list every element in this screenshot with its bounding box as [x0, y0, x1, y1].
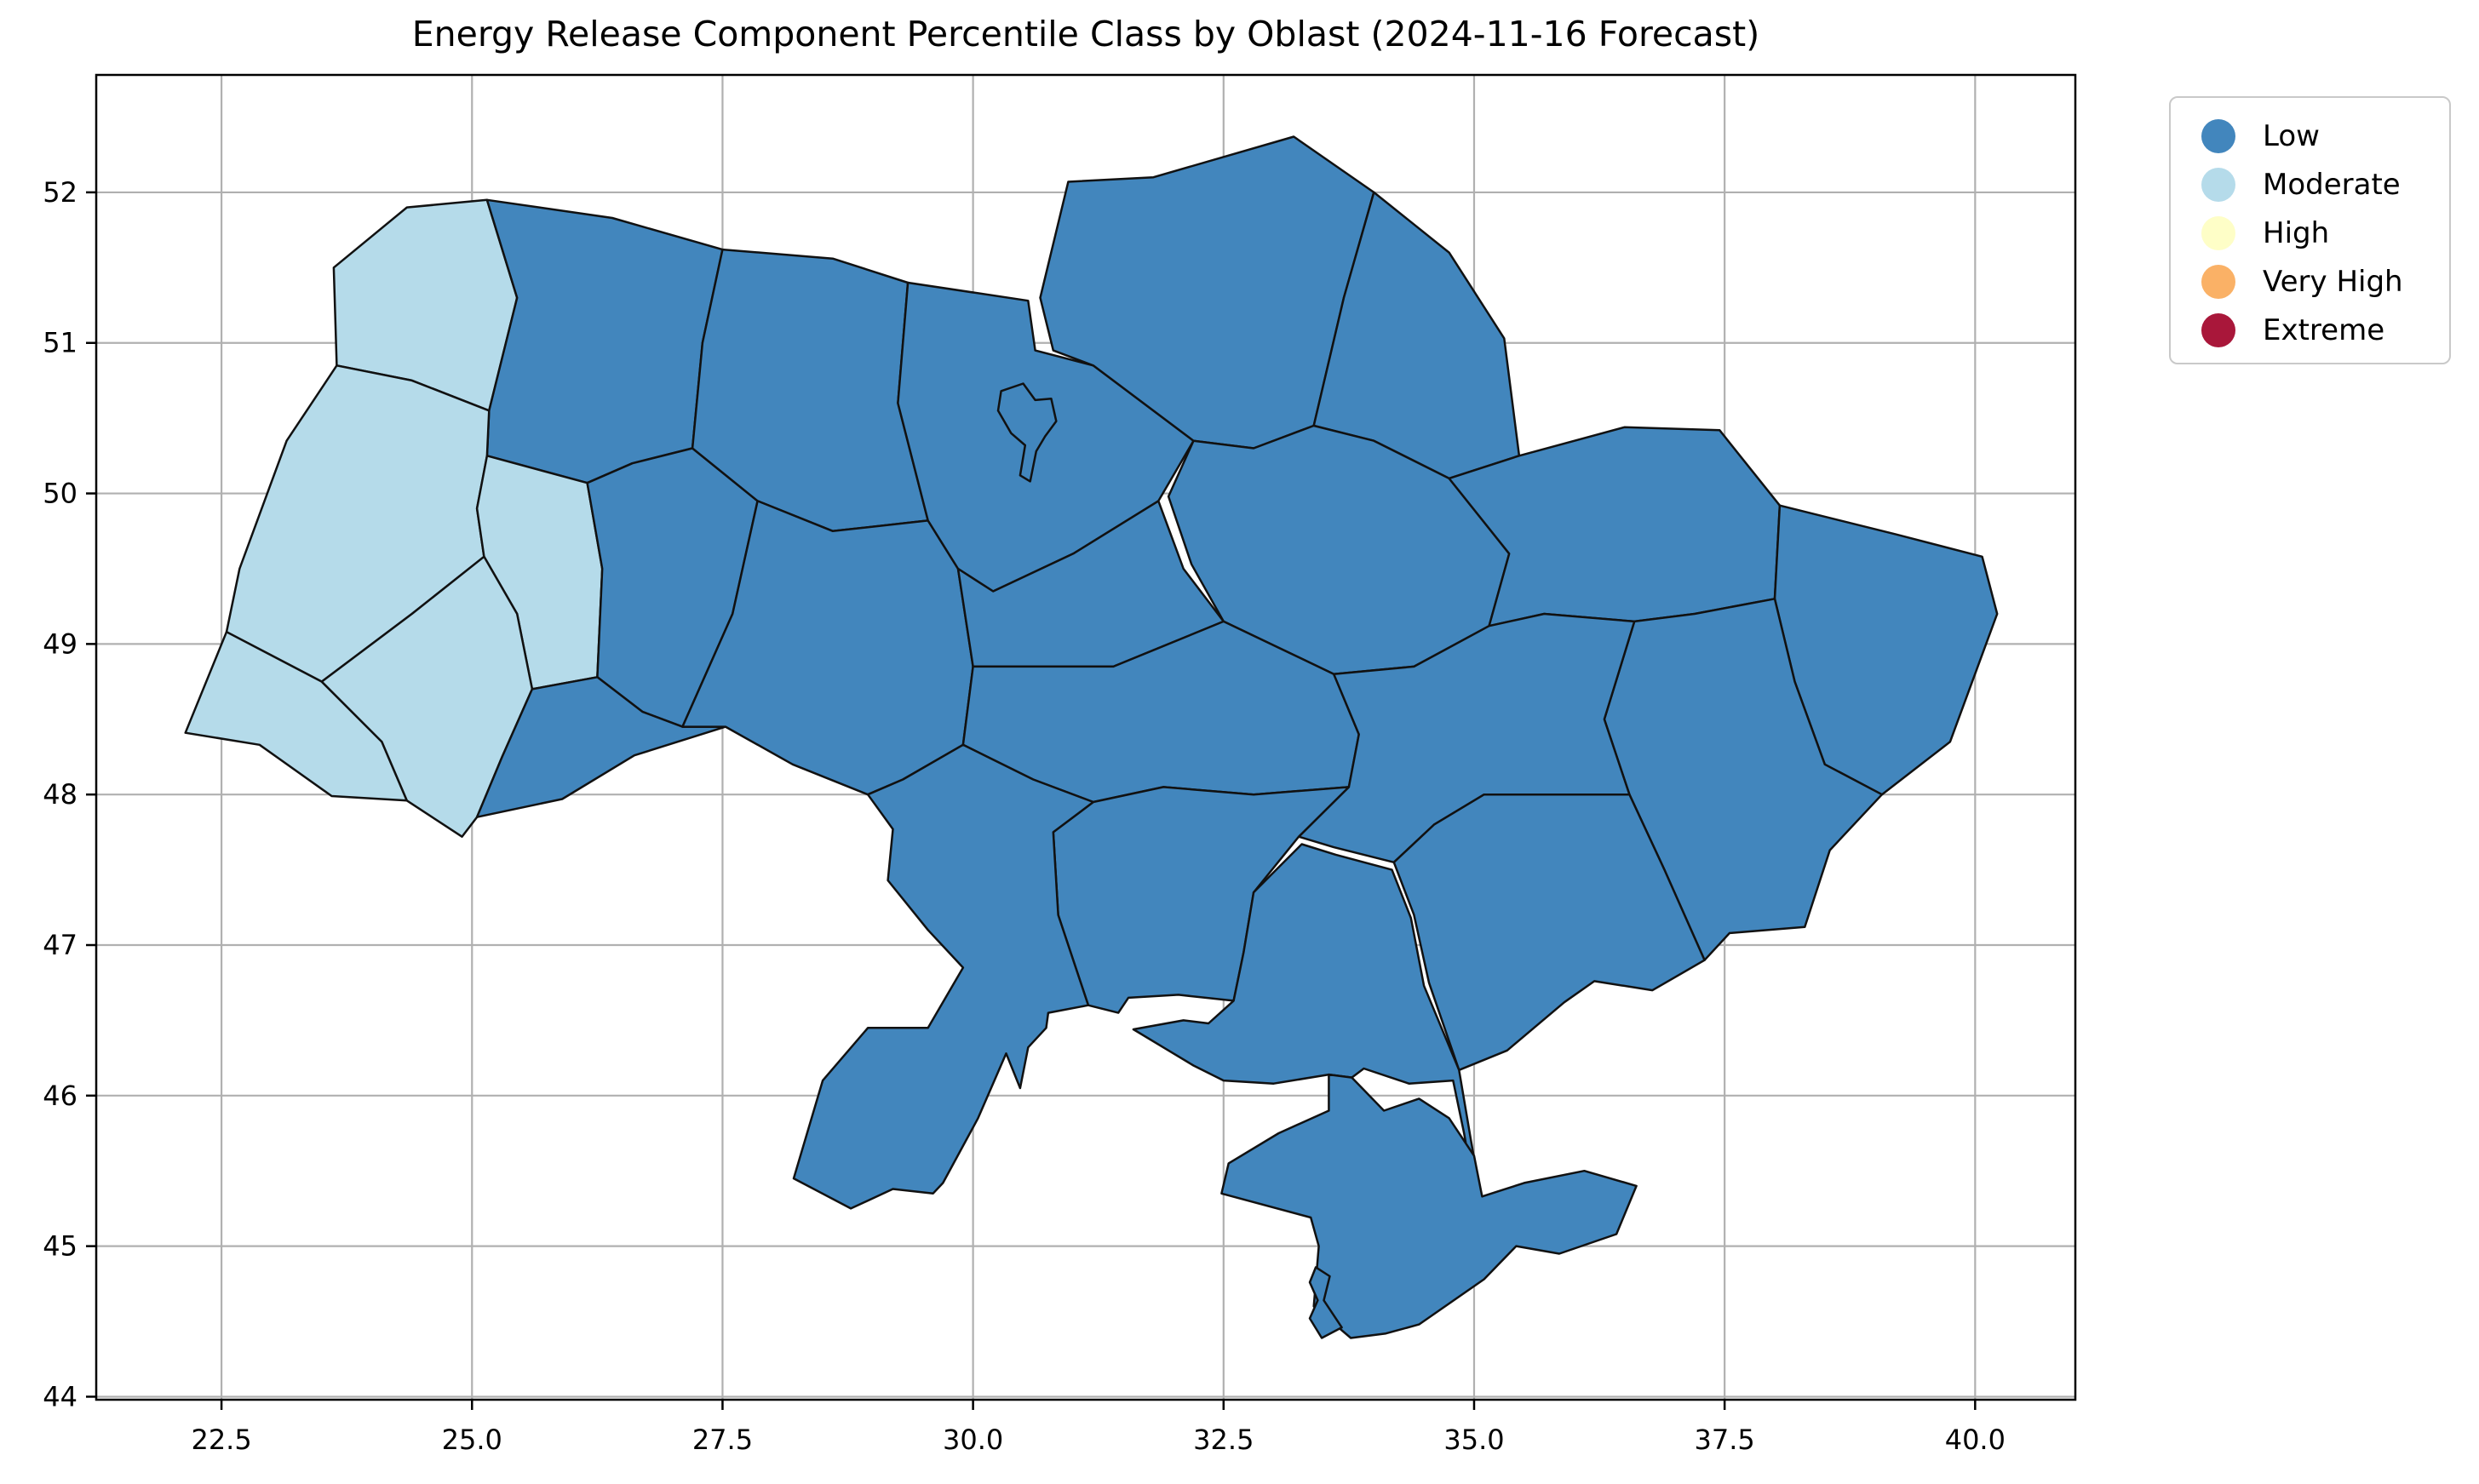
y-tick-label-45: 45	[43, 1230, 77, 1263]
plot-title: Energy Release Component Percentile Clas…	[411, 14, 1760, 54]
legend-label-low: Low	[2263, 118, 2320, 153]
region-kherson	[1132, 843, 1483, 1200]
legend-entry-very-high: Very High	[2201, 257, 2449, 306]
x-tick-label-32.5: 32.5	[1193, 1424, 1254, 1456]
legend-swatch-high	[2201, 215, 2235, 250]
legend-label-very-high: Very High	[2263, 264, 2403, 299]
x-tick-label-35.0: 35.0	[1443, 1424, 1504, 1456]
legend-swatch-very-high	[2201, 264, 2235, 299]
x-tick-label-37.5: 37.5	[1695, 1424, 1755, 1456]
region-crimea	[1220, 1073, 1638, 1339]
x-tick-label-22.5: 22.5	[191, 1424, 251, 1456]
x-tick-label-40.0: 40.0	[1945, 1424, 2006, 1456]
x-tick-label-25.0: 25.0	[442, 1424, 502, 1456]
axes-frame	[95, 73, 2077, 1401]
legend-label-extreme: Extreme	[2263, 312, 2385, 347]
legend-entry-high: High	[2201, 209, 2449, 257]
y-tick-label-49: 49	[43, 627, 77, 660]
region-odesa	[792, 743, 1095, 1210]
legend-swatch-low	[2201, 118, 2235, 153]
region-sevastopol	[1308, 1266, 1343, 1339]
legend-entry-extreme: Extreme	[2201, 306, 2449, 354]
legend-swatch-extreme	[2201, 312, 2235, 347]
x-tick-label-27.5: 27.5	[692, 1424, 753, 1456]
y-tick-label-51: 51	[43, 327, 77, 359]
legend-label-high: High	[2263, 215, 2330, 250]
legend-swatch-moderate	[2201, 167, 2235, 202]
legend-entry-moderate: Moderate	[2201, 160, 2449, 209]
region-rivne	[485, 198, 724, 484]
legend-entry-low: Low	[2201, 112, 2449, 160]
region-zaporizhzhia	[1392, 793, 1706, 1072]
x-tick-label-30.0: 30.0	[943, 1424, 1003, 1456]
y-tick-label-44: 44	[43, 1380, 77, 1412]
y-tick-label-50: 50	[43, 478, 77, 510]
y-tick-label-47: 47	[43, 929, 77, 961]
y-tick-label-52: 52	[43, 176, 77, 209]
legend-label-moderate: Moderate	[2263, 167, 2401, 202]
y-tick-label-46: 46	[43, 1080, 77, 1112]
y-tick-label-48: 48	[43, 778, 77, 811]
region-chernivtsi	[475, 676, 727, 818]
region-kyiv-city	[996, 382, 1058, 483]
legend: Low Moderate High Very High Extreme	[2169, 96, 2451, 364]
